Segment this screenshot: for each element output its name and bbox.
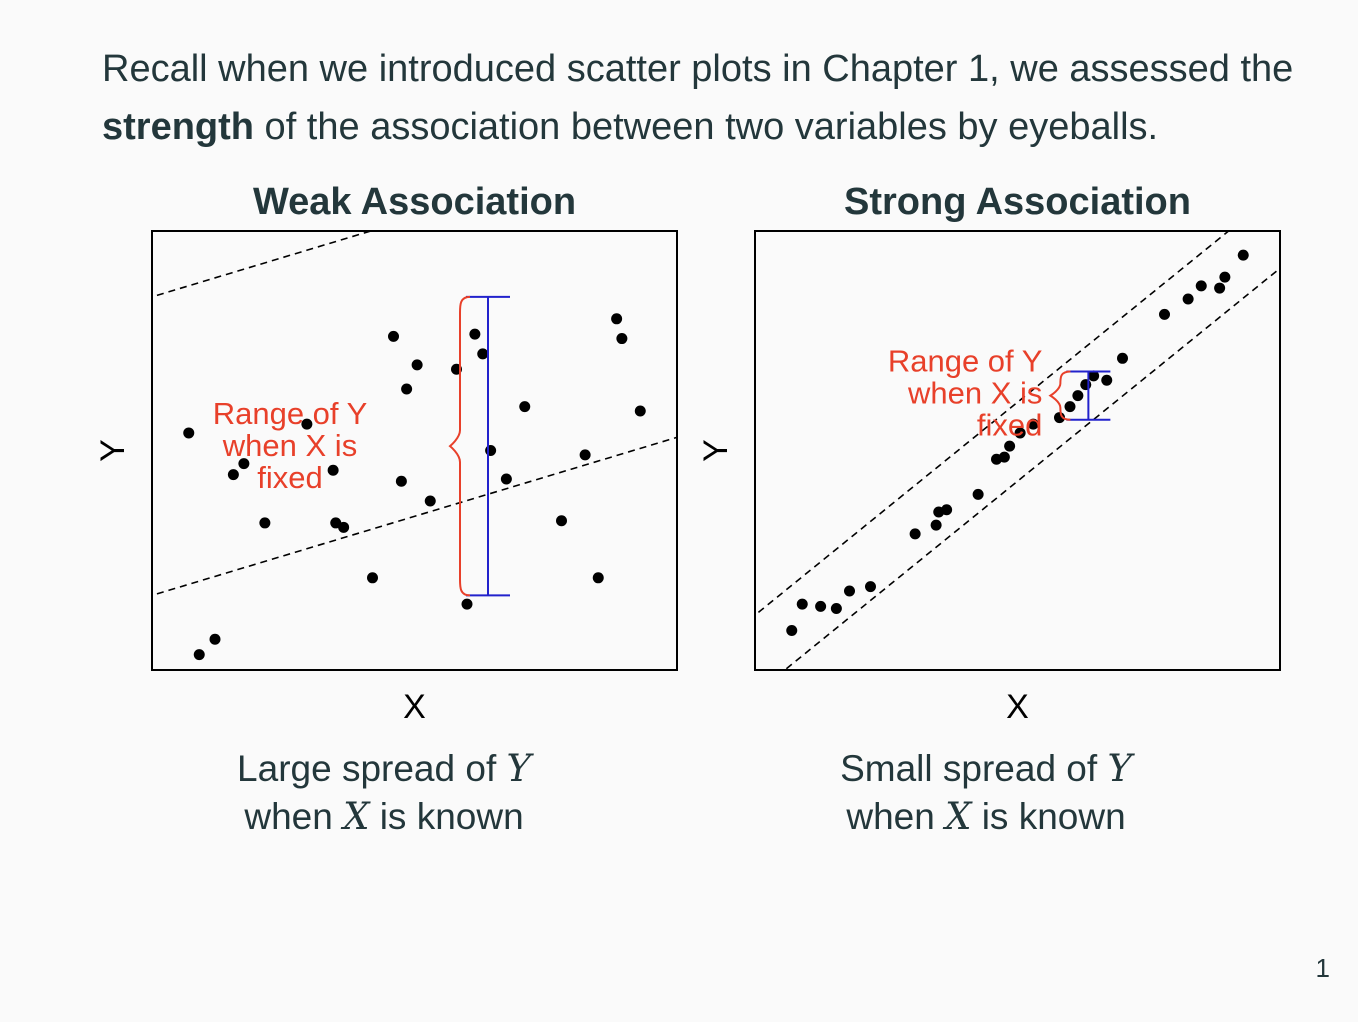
chart-strong-point [815,600,827,612]
caption-strong-var1: Y [1107,747,1132,790]
chart-strong-upper-band-line [755,231,1230,617]
page-number: 1 [1315,953,1330,983]
chart-strong-point [941,504,953,516]
chart-weak-point [193,649,205,661]
caption-strong: Small spread of Y when X is known [776,745,1196,841]
chart-weak-point [209,633,221,645]
chart-strong-point [1219,271,1231,283]
chart-weak-annotation-line: when X is [222,428,357,463]
caption-strong-line2: when X is known [776,793,1196,841]
chart-strong-point [1101,374,1113,386]
chart-weak-point [327,464,339,476]
chart-weak-lower-band-line [152,436,677,597]
caption-weak-var1: Y [506,747,531,790]
chart-strong-point [786,624,798,636]
chart-weak-point [183,427,195,439]
chart-weak-title: Weak Association [253,181,576,223]
chart-strong-frame [754,230,1281,671]
chart-weak-point [556,515,567,527]
chart-strong-point [1054,412,1065,424]
chart-strong-title: Strong Association [844,181,1191,223]
chart-strong-point [1080,379,1092,391]
chart-weak-frame [151,230,678,671]
caption-weak-mid: when [244,796,344,837]
chart-strong-lower-band-line [783,267,1280,670]
chart-weak-xlabel: X [403,688,426,726]
chart-weak-point [424,495,436,507]
chart-strong-point [1182,293,1194,305]
caption-strong-var2: X [945,795,972,838]
chart-weak-point [367,572,378,584]
chart-strong-point [1159,308,1170,320]
chart-strong-point [1072,390,1084,402]
chart-weak-point [227,469,239,481]
chart-strong-point [865,581,876,593]
chart-weak-point [519,401,531,413]
chart-strong-point [972,488,984,500]
caption-weak-post: is known [369,796,524,837]
chart-weak-upper-band-line [152,231,374,298]
chart-weak-range-brace [448,295,471,597]
chart-strong-xlabel: X [1006,688,1029,726]
chart-weak-point [395,475,407,487]
chart-strong-range-brace [1048,370,1071,421]
chart-weak-point [500,473,512,485]
caption-weak-pre: Large spread of [237,748,507,789]
chart-weak-point [469,328,481,340]
chart-strong-point [830,603,842,615]
chart-weak-point [301,418,313,430]
caption-weak-line2: when X is known [174,793,594,841]
intro-text-part1: Recall when we introduced scatter plots … [102,48,1294,90]
chart-strong-point [1195,280,1207,292]
chart-weak-point [401,383,413,395]
chart-weak-point [616,333,628,345]
chart-strong-point [998,451,1010,463]
chart-strong-ylabel: Y [697,439,735,462]
caption-strong-mid: when [846,796,946,837]
caption-weak-var2: X [343,795,370,838]
caption-weak: Large spread of Y when X is known [174,745,594,841]
intro-text-part2: of the association between two variables… [254,106,1159,148]
chart-strong-annotation-line: Range of Y [888,344,1043,379]
caption-strong-line1: Small spread of Y [776,745,1196,793]
chart-weak-ylabel: Y [94,439,132,462]
chart-strong-point [1014,427,1026,439]
chart-strong-point [909,528,921,540]
caption-strong-pre: Small spread of [840,748,1108,789]
caption-weak-line1: Large spread of Y [174,745,594,793]
chart-strong-point [1027,418,1039,430]
chart-weak-point [238,458,250,470]
chart-weak-point [485,445,497,456]
chart-strong-point [796,598,808,610]
chart-weak-point [259,517,271,529]
chart-weak-point [338,521,350,533]
chart-weak-point [579,449,591,461]
chart-weak-point [388,330,399,342]
chart-strong-annotation-line: when X is [907,376,1042,411]
chart-strong-point [1004,440,1016,452]
chart-weak-point [592,572,604,584]
chart-weak-point [477,348,489,360]
chart-strong-annotation-line: fixed [977,408,1042,443]
chart-strong-point [1214,282,1226,294]
chart-strong-point [1088,370,1100,382]
chart-weak-point [611,313,623,325]
chart-strong-point [1237,249,1249,261]
chart-weak-annotation-line: fixed [257,460,322,495]
chart-strong-point [844,585,855,597]
chart-weak-annotation-line: Range of Y [213,396,368,431]
intro-paragraph: Recall when we introduced scatter plots … [102,40,1302,156]
chart-strong-point [930,519,942,531]
intro-bold-word: strength [102,106,254,148]
chart-strong-point [1117,352,1128,364]
caption-strong-post: is known [971,796,1126,837]
chart-weak-point [411,359,423,371]
chart-weak-point [634,405,646,417]
chart-strong-point [1064,401,1076,413]
chart-weak-point [461,598,473,610]
